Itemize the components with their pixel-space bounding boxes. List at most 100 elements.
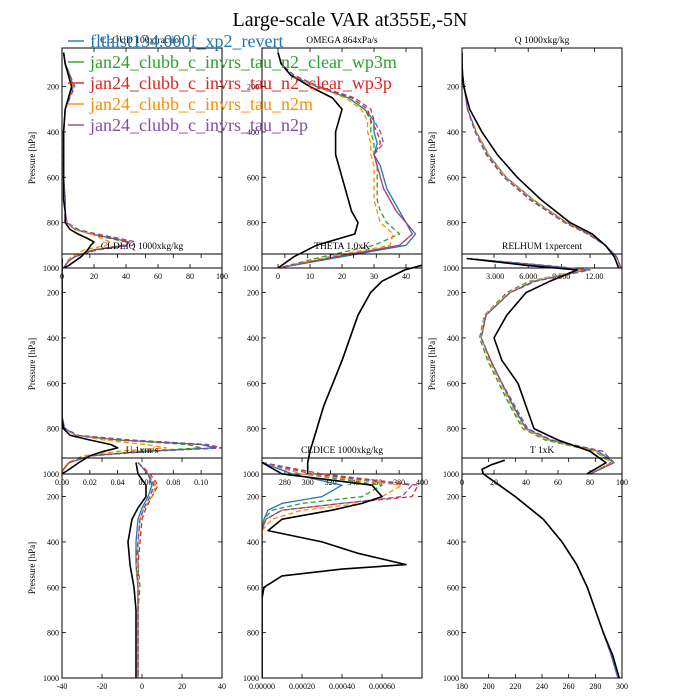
x-tick-label: 60 — [154, 272, 162, 281]
y-axis-label: Pressure [hPa] — [27, 132, 37, 184]
x-tick-label: 180 — [456, 682, 468, 691]
panel-series-group — [481, 459, 621, 678]
panel-frame — [61, 47, 223, 269]
legend-label: jan24_clubb_c_invrs_tau_n2m — [89, 94, 313, 114]
panel-frame — [261, 253, 423, 475]
y-axis-label: Pressure [hPa] — [427, 338, 437, 390]
legend-entry-3: jan24_clubb_c_invrs_tau_n2_clear_wp3p — [68, 73, 392, 93]
x-tick-label: 30 — [370, 272, 378, 281]
x-tick-label: -40 — [57, 682, 68, 691]
y-tick-label: 400 — [447, 538, 459, 547]
y-tick-label: 800 — [247, 629, 259, 638]
panel-title: CLDLIQ 1000xkg/kg — [101, 242, 184, 252]
x-tick-label: 0.08 — [166, 478, 180, 487]
x-tick-label: 300 — [302, 478, 314, 487]
x-tick-label: 6.000 — [519, 272, 537, 281]
x-tick-label: 200 — [483, 682, 495, 691]
y-tick-label: 600 — [247, 583, 259, 592]
x-tick-label: 280 — [589, 682, 601, 691]
x-tick-label: 60 — [554, 478, 562, 487]
x-tick-label: 0.00000 — [249, 682, 275, 691]
y-axis-label: Pressure [hPa] — [27, 542, 37, 594]
series-line-4 — [262, 461, 403, 678]
figure-title: Large-scale VAR at355E,-5N — [233, 9, 468, 31]
x-tick-label: 20 — [90, 272, 98, 281]
y-tick-label: 600 — [47, 583, 59, 592]
legend-label: flthist134.000f_xp2_revert — [90, 31, 283, 51]
panel-series-group — [466, 257, 615, 474]
series-line-6 — [262, 461, 407, 678]
y-tick-label: 800 — [447, 629, 459, 638]
y-tick-label: 800 — [447, 425, 459, 434]
y-tick-label: 200 — [247, 83, 259, 92]
series-line-5 — [135, 462, 155, 678]
legend-entry-2: jan24_clubb_c_invrs_tau_n2_clear_wp3m — [68, 52, 397, 72]
y-tick-label: 800 — [247, 219, 259, 228]
series-line-6 — [306, 264, 422, 474]
x-tick-label: 20 — [490, 478, 498, 487]
series-line-4 — [277, 52, 394, 268]
series-line-6 — [277, 52, 359, 268]
y-tick-label: 800 — [247, 425, 259, 434]
panel-title: THETA 1.0xK — [314, 242, 370, 252]
x-tick-label: 20 — [338, 272, 346, 281]
panel-frame — [61, 253, 223, 475]
x-tick-label: 40 — [218, 682, 226, 691]
series-line-6 — [481, 459, 621, 678]
x-tick-label: 0.02 — [83, 478, 97, 487]
series-line-4 — [62, 258, 167, 474]
legend-label: jan24_clubb_c_invrs_tau_n2_clear_wp3m — [89, 52, 397, 72]
y-tick-label: 800 — [447, 219, 459, 228]
y-tick-label: 600 — [447, 173, 459, 182]
y-tick-label: 400 — [247, 538, 259, 547]
y-tick-label: 200 — [247, 289, 259, 298]
series-line-6 — [462, 52, 620, 268]
legend-label: jan24_clubb_c_invrs_tau_n2p — [89, 115, 308, 135]
panel-title: T 1xK — [530, 446, 555, 456]
x-tick-label: 40 — [522, 478, 530, 487]
y-tick-label: 1000 — [243, 470, 259, 479]
panel-series-group — [462, 52, 622, 268]
legend: flthist134.000f_xp2_revertjan24_clubb_c_… — [68, 31, 397, 135]
panel-title: CLDICE 1000xkg/kg — [301, 446, 383, 456]
y-tick-label: 400 — [47, 128, 59, 137]
series-line-5 — [277, 52, 414, 268]
y-tick-label: 600 — [47, 173, 59, 182]
y-axis-label: Pressure [hPa] — [427, 132, 437, 184]
series-line-5 — [62, 258, 222, 474]
y-tick-label: 1000 — [43, 470, 59, 479]
y-tick-label: 1000 — [443, 674, 459, 683]
series-line-6 — [466, 257, 607, 474]
x-tick-label: 40 — [122, 272, 130, 281]
legend-entry-1: flthist134.000f_xp2_revert — [68, 31, 283, 51]
x-tick-label: 80 — [586, 478, 594, 487]
panel-series-group — [262, 461, 419, 678]
panel-frame — [461, 47, 623, 269]
x-tick-label: 260 — [563, 682, 575, 691]
series-line-5 — [466, 257, 615, 474]
panel-2: OMEGA 864xPa/s 200 400 600 800 1000 0 10 20 30 40 — [243, 36, 423, 281]
panel-series-group — [62, 258, 222, 474]
x-tick-label: 0.00040 — [329, 682, 355, 691]
x-tick-label: 0 — [276, 272, 280, 281]
y-tick-label: 1000 — [443, 264, 459, 273]
x-tick-label: 20 — [178, 682, 186, 691]
x-tick-label: 3.000 — [486, 272, 504, 281]
y-tick-label: 600 — [247, 173, 259, 182]
y-tick-label: 200 — [447, 83, 459, 92]
x-tick-label: 220 — [509, 682, 521, 691]
y-tick-label: 200 — [47, 493, 59, 502]
series-line-5 — [62, 52, 137, 268]
y-tick-label: 400 — [247, 128, 259, 137]
y-tick-label: 600 — [447, 379, 459, 388]
panel-series-group — [127, 462, 159, 678]
y-tick-label: 800 — [47, 629, 59, 638]
panel-series-group — [306, 264, 422, 474]
panel-title: U 1xm/s — [126, 446, 159, 456]
series-line-1 — [262, 461, 343, 678]
